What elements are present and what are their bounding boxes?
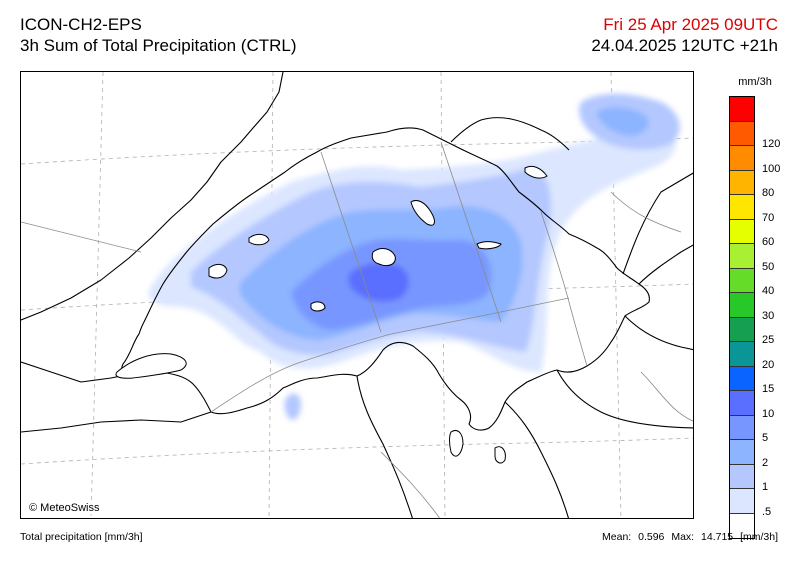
- legend-swatch: [730, 391, 754, 416]
- legend-label: 2: [762, 456, 769, 469]
- footer-stats: Mean: 0.596 Max: 14.715 [mm/3h]: [598, 531, 778, 543]
- legend-label: 15: [762, 383, 775, 395]
- time-block: Fri 25 Apr 2025 09UTC 24.04.2025 12UTC +…: [591, 14, 778, 56]
- legend-swatch: [730, 219, 754, 244]
- legend-colorbar: [729, 96, 755, 539]
- precipitation-field: [148, 93, 680, 420]
- product-name: 3h Sum of Total Precipitation (CTRL): [20, 36, 297, 55]
- legend-swatch: [730, 513, 754, 538]
- max-value: 14.715: [701, 531, 734, 543]
- max-label: Max:: [671, 531, 695, 543]
- legend-swatch: [730, 464, 754, 489]
- legend-label: 100: [762, 162, 781, 175]
- legend-unit: mm/3h: [738, 76, 772, 88]
- legend-label: 70: [762, 211, 775, 224]
- legend-label: 30: [762, 309, 775, 322]
- legend-label: .5: [762, 505, 772, 518]
- legend-swatch: [730, 342, 754, 367]
- country-borders: [21, 72, 693, 518]
- legend-swatch: [730, 97, 754, 122]
- legend-label: 25: [762, 334, 775, 346]
- copyright-label: © MeteoSwiss: [27, 502, 102, 514]
- legend-swatch: [730, 293, 754, 318]
- precipitation-map: © MeteoSwiss: [20, 71, 694, 519]
- legend-label: 10: [762, 407, 775, 420]
- mean-value: 0.596: [638, 531, 665, 543]
- legend-swatch: [730, 170, 754, 195]
- lakes: [115, 165, 548, 464]
- valid-time: Fri 25 Apr 2025 09UTC: [603, 15, 778, 34]
- legend-label: 120: [762, 138, 781, 150]
- regional-boundaries: [21, 141, 693, 518]
- legend-swatch: [730, 440, 754, 465]
- legend-swatch: [730, 244, 754, 269]
- legend-swatch: [730, 489, 754, 514]
- legend-swatch: [730, 415, 754, 440]
- legend-label: 5: [762, 432, 769, 444]
- legend-swatch: [730, 121, 754, 146]
- legend-label: 1: [762, 481, 769, 493]
- legend-label: 80: [762, 187, 775, 199]
- footer-variable: Total precipitation [mm/3h]: [20, 531, 143, 543]
- legend-label: 60: [762, 236, 775, 248]
- legend-label: 40: [762, 285, 775, 297]
- map-canvas: [21, 72, 693, 518]
- legend-label: 20: [762, 358, 775, 371]
- title-block: ICON-CH2-EPS 3h Sum of Total Precipitati…: [20, 14, 297, 56]
- legend-swatch: [730, 195, 754, 220]
- legend-label: 50: [762, 260, 775, 273]
- legend-swatch: [730, 146, 754, 171]
- mean-label: Mean:: [602, 531, 632, 543]
- legend-swatch: [730, 317, 754, 342]
- legend-swatch: [730, 268, 754, 293]
- run-time: 24.04.2025 12UTC +21h: [591, 36, 778, 55]
- stats-unit: [mm/3h]: [740, 531, 778, 543]
- model-name: ICON-CH2-EPS: [20, 15, 142, 34]
- legend-swatch: [730, 366, 754, 391]
